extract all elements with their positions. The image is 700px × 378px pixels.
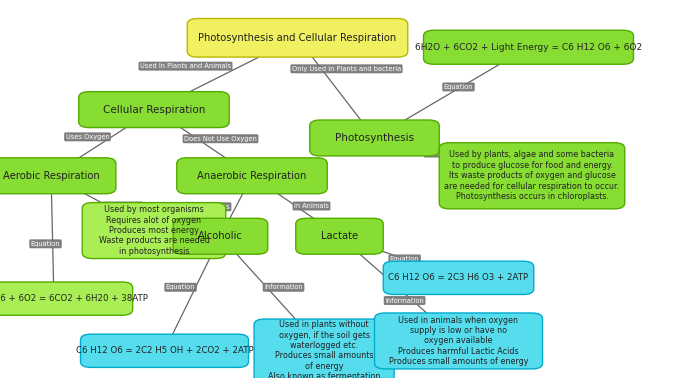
FancyBboxPatch shape <box>0 158 116 194</box>
Text: Equation: Equation <box>390 256 419 262</box>
FancyBboxPatch shape <box>424 30 634 64</box>
FancyBboxPatch shape <box>78 92 230 128</box>
Text: C6 H12 O6 = 2C3 H6 O3 + 2ATP: C6 H12 O6 = 2C3 H6 O3 + 2ATP <box>389 273 528 282</box>
FancyBboxPatch shape <box>374 313 542 369</box>
Text: Photosynthesis: Photosynthesis <box>335 133 414 143</box>
Text: Photosynthesis and Cellular Respiration: Photosynthesis and Cellular Respiration <box>198 33 397 43</box>
FancyBboxPatch shape <box>309 120 440 156</box>
Text: Cellular Respiration: Cellular Respiration <box>103 105 205 115</box>
Text: 6H2O + 6CO2 + Light Energy = C6 H12 O6 + 6O2: 6H2O + 6CO2 + Light Energy = C6 H12 O6 +… <box>415 43 642 52</box>
Text: Information: Information <box>425 150 464 156</box>
Text: Used by plants, algae and some bacteria
to produce glucose for food and energy.
: Used by plants, algae and some bacteria … <box>444 150 620 201</box>
FancyBboxPatch shape <box>80 334 248 367</box>
Text: Information: Information <box>385 297 424 304</box>
FancyBboxPatch shape <box>295 218 384 254</box>
Text: Used in Plants and Animals: Used in Plants and Animals <box>140 63 231 69</box>
Text: Uses Oxygen: Uses Oxygen <box>66 134 109 140</box>
Text: Alcoholic: Alcoholic <box>198 231 243 241</box>
Text: Aerobic Respiration: Aerobic Respiration <box>3 171 99 181</box>
Text: Used in animals when oxygen
supply is low or have no
oxygen available
Produces h: Used in animals when oxygen supply is lo… <box>389 316 528 366</box>
FancyBboxPatch shape <box>187 19 407 57</box>
Text: Equation: Equation <box>444 84 473 90</box>
Text: Only Used in Plants and bacteria: Only Used in Plants and bacteria <box>292 66 401 72</box>
Text: Does Not Use Oxygen: Does Not Use Oxygen <box>184 136 257 142</box>
FancyBboxPatch shape <box>176 158 327 194</box>
FancyBboxPatch shape <box>174 218 267 254</box>
FancyBboxPatch shape <box>440 143 624 209</box>
Text: Information: Information <box>103 203 142 209</box>
Text: Equation: Equation <box>31 241 60 247</box>
Text: C6 H12 O6 = 2C2 H5 OH + 2CO2 + 2ATP: C6 H12 O6 = 2C2 H5 OH + 2CO2 + 2ATP <box>76 346 253 355</box>
Text: Lactate: Lactate <box>321 231 358 241</box>
FancyBboxPatch shape <box>254 319 394 378</box>
Text: C6 H12 O6 + 6O2 = 6CO2 + 6H20 + 38ATP: C6 H12 O6 + 6O2 = 6CO2 + 6H20 + 38ATP <box>0 294 148 303</box>
Text: Information: Information <box>264 284 303 290</box>
Text: Anaerobic Respiration: Anaerobic Respiration <box>197 171 307 181</box>
FancyBboxPatch shape <box>83 203 225 259</box>
FancyBboxPatch shape <box>0 282 133 315</box>
Text: Used in plants without
oxygen, if the soil gets
waterlogged etc.
Produces small : Used in plants without oxygen, if the so… <box>268 320 380 378</box>
Text: Used by most organisms
Requires alot of oxygen
Produces most energy
Waste produc: Used by most organisms Requires alot of … <box>99 205 209 256</box>
Text: Equation: Equation <box>166 284 195 290</box>
Text: In Animals: In Animals <box>294 203 329 209</box>
FancyBboxPatch shape <box>384 261 533 294</box>
Text: In Plants: In Plants <box>202 204 230 210</box>
